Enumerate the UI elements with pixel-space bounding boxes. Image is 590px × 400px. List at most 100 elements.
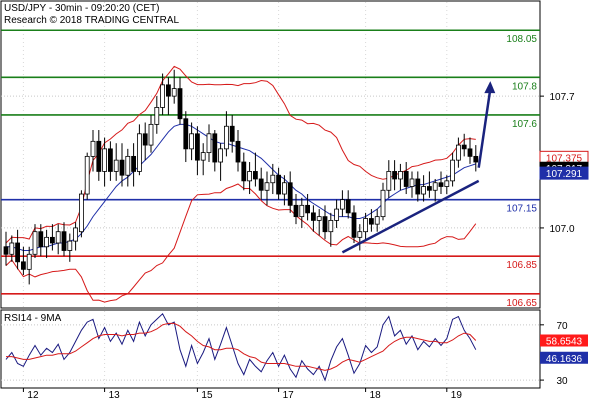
candle xyxy=(200,143,206,176)
candle xyxy=(450,152,456,187)
price-tag-label: 107.291 xyxy=(546,169,583,180)
candle-body xyxy=(450,159,456,182)
level-label: 106.85 xyxy=(506,260,537,271)
candle-body xyxy=(339,199,345,210)
candle-body xyxy=(44,236,49,248)
price-tag-label: 107.375 xyxy=(546,153,583,164)
candle xyxy=(310,205,316,232)
candle-body xyxy=(293,204,299,218)
level-label: 106.65 xyxy=(506,298,537,309)
rsi-tags: 58.6543 46.1636 xyxy=(540,334,588,365)
candle-body xyxy=(223,125,229,150)
trendline xyxy=(341,179,480,254)
candle xyxy=(189,122,195,161)
candle-body xyxy=(113,159,119,172)
candle-body xyxy=(55,231,61,244)
candle-body xyxy=(79,193,84,233)
rsi-tag-box xyxy=(540,334,588,347)
candle xyxy=(421,175,427,202)
rsi-title: RSI14 - 9MA xyxy=(4,313,62,324)
candle xyxy=(386,160,392,198)
candle xyxy=(113,143,119,181)
rsi-tick-label: 30 xyxy=(556,376,568,387)
candle xyxy=(20,246,26,275)
candle-body xyxy=(119,159,125,176)
price-tick-label: 107.0 xyxy=(549,224,574,235)
time-tick-label: 19 xyxy=(451,390,463,400)
candle xyxy=(241,152,247,191)
rsi-grid xyxy=(1,311,540,387)
candle-body xyxy=(467,148,473,157)
candle xyxy=(32,224,38,259)
candle xyxy=(368,209,374,232)
candle-body xyxy=(50,236,55,244)
candle-body xyxy=(183,118,189,150)
time-tick-label: 15 xyxy=(201,390,213,400)
candle xyxy=(194,126,200,176)
candle xyxy=(154,96,160,134)
candle-body xyxy=(380,189,386,218)
candle-body xyxy=(363,218,369,233)
candle xyxy=(119,143,125,187)
rsi-lines xyxy=(5,312,477,382)
candle-body xyxy=(32,231,38,255)
candle-body xyxy=(9,242,15,255)
candle-body xyxy=(252,171,258,180)
candle xyxy=(328,212,334,247)
candle xyxy=(218,143,224,181)
candle xyxy=(247,162,253,195)
candle xyxy=(345,190,351,219)
candle xyxy=(235,130,241,172)
rsi-tag-box xyxy=(540,351,588,364)
candle xyxy=(73,222,78,251)
candle xyxy=(270,163,276,195)
candle xyxy=(108,141,113,181)
candle-body xyxy=(212,133,218,163)
candle xyxy=(357,224,363,251)
candle-body xyxy=(229,125,235,142)
candle xyxy=(96,130,102,181)
projection-arrow-shaft xyxy=(477,88,492,168)
candle xyxy=(409,171,415,198)
candle-body xyxy=(310,212,316,221)
candle-body xyxy=(368,218,374,225)
candle xyxy=(223,111,229,157)
candle xyxy=(299,197,305,228)
candle-body xyxy=(276,174,282,195)
candle-body xyxy=(189,133,195,150)
candle xyxy=(50,224,55,251)
candle-body xyxy=(281,182,287,195)
candle-body xyxy=(108,148,113,172)
candle-body xyxy=(444,180,450,187)
candle-body xyxy=(258,178,264,191)
candle xyxy=(212,130,218,172)
candle-body xyxy=(96,140,102,172)
candle-body xyxy=(473,155,479,163)
candle xyxy=(44,229,49,259)
candle xyxy=(444,175,450,195)
candle-body xyxy=(322,216,328,233)
candle-body xyxy=(374,216,380,225)
candle-body xyxy=(247,171,253,182)
time-tick-label: 18 xyxy=(370,390,382,400)
price-axis: 107.0 107.7 xyxy=(540,92,575,235)
bollinger-lower xyxy=(5,183,477,303)
candle-body xyxy=(131,155,137,172)
candle xyxy=(3,231,9,266)
candle-body xyxy=(438,182,444,187)
candle xyxy=(90,130,96,172)
candle xyxy=(15,229,21,270)
candle xyxy=(125,148,131,187)
price-tag: 107.291 xyxy=(539,166,589,180)
candle-body xyxy=(165,84,171,97)
candle xyxy=(305,194,311,221)
candle-body xyxy=(421,186,427,195)
candle xyxy=(322,205,328,240)
candle xyxy=(264,171,270,206)
candle-body xyxy=(287,182,293,206)
candle xyxy=(131,143,137,187)
candle-body xyxy=(125,155,131,176)
candle-body xyxy=(136,133,142,172)
candle xyxy=(380,182,386,221)
